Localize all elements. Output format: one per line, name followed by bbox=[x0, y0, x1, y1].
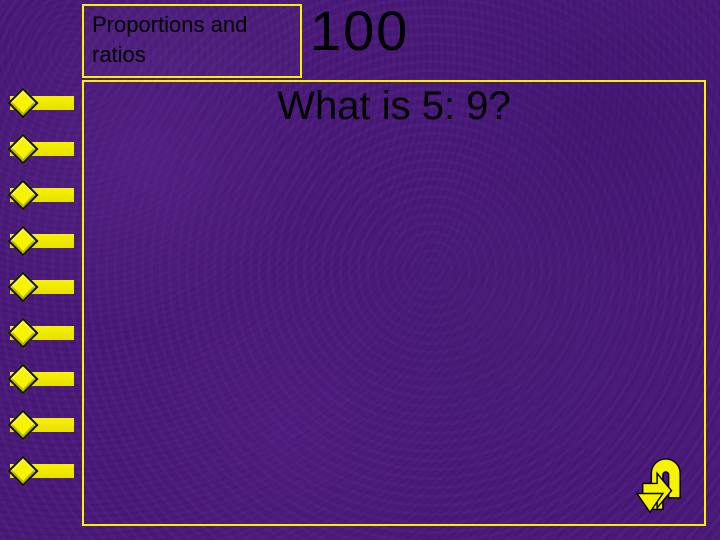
rail-tick bbox=[10, 460, 74, 482]
rail-tick bbox=[10, 230, 74, 252]
rail-tick bbox=[10, 276, 74, 298]
point-value: 100 bbox=[310, 0, 560, 63]
rail-tick bbox=[10, 92, 74, 114]
rail-tick bbox=[10, 368, 74, 390]
left-decorative-rail bbox=[10, 92, 74, 526]
answer-frame: What is 5: 9? bbox=[82, 80, 706, 526]
jeopardy-slide: Proportions and ratios 100 What is 5: 9? bbox=[0, 0, 720, 540]
back-button[interactable] bbox=[624, 446, 696, 518]
answer-text: What is 5: 9? bbox=[84, 84, 704, 129]
rail-tick bbox=[10, 322, 74, 344]
u-turn-icon bbox=[624, 446, 696, 518]
rail-tick bbox=[10, 414, 74, 436]
category-label: Proportions and ratios bbox=[92, 12, 247, 67]
category-box: Proportions and ratios bbox=[82, 4, 302, 78]
rail-tick bbox=[10, 138, 74, 160]
rail-tick bbox=[10, 184, 74, 206]
